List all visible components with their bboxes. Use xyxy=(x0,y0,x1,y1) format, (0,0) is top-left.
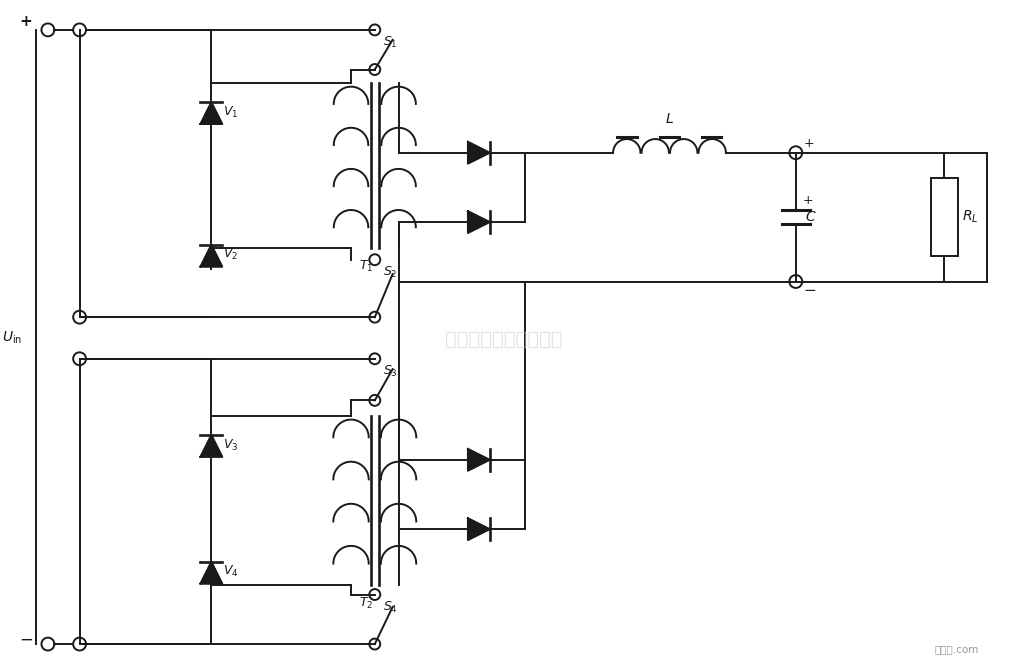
Text: +: + xyxy=(803,194,813,207)
Text: $V_1$: $V_1$ xyxy=(223,104,238,120)
Text: $V_3$: $V_3$ xyxy=(223,438,238,452)
Text: $V_2$: $V_2$ xyxy=(223,248,238,262)
Text: 接线图.com: 接线图.com xyxy=(935,644,979,654)
Text: 杭州将睿科技有限公司: 杭州将睿科技有限公司 xyxy=(445,329,563,349)
Polygon shape xyxy=(200,435,222,457)
Text: $V_4$: $V_4$ xyxy=(223,564,238,579)
Polygon shape xyxy=(200,245,222,267)
Text: −: − xyxy=(804,284,816,298)
Text: +: + xyxy=(20,14,33,29)
Polygon shape xyxy=(468,449,490,471)
Text: +: + xyxy=(804,136,814,150)
Text: L: L xyxy=(665,112,674,126)
Text: $S_3$: $S_3$ xyxy=(383,364,397,379)
Polygon shape xyxy=(468,142,490,164)
Polygon shape xyxy=(200,102,222,124)
Text: $S_4$: $S_4$ xyxy=(383,599,397,615)
Text: −: − xyxy=(20,631,33,649)
Text: $R_L$: $R_L$ xyxy=(962,209,979,225)
Polygon shape xyxy=(200,562,222,583)
Bar xyxy=(930,179,958,256)
Polygon shape xyxy=(468,211,490,233)
Text: $S_1$: $S_1$ xyxy=(383,35,397,50)
Text: $T_1$: $T_1$ xyxy=(359,259,373,274)
Text: $T_2$: $T_2$ xyxy=(359,595,373,611)
Text: C: C xyxy=(806,210,815,224)
Polygon shape xyxy=(468,518,490,540)
Text: $S_2$: $S_2$ xyxy=(383,265,397,280)
Text: $U_{\rm in}$: $U_{\rm in}$ xyxy=(2,330,23,346)
